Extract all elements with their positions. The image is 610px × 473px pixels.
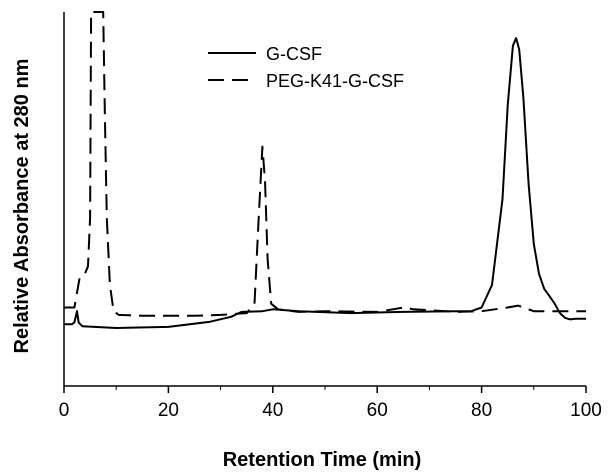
- axes-layer: 0 20 40 60 80 100: [59, 12, 602, 421]
- x-tick-label: 0: [59, 400, 70, 421]
- series-line-peg-k41-g-csf: [64, 11, 586, 317]
- y-axis-label: Relative Absorbance at 280 nm: [11, 59, 33, 354]
- series-layer: [64, 11, 586, 329]
- legend-label-g-csf: G-CSF: [266, 44, 322, 64]
- x-tick-label: 100: [570, 400, 602, 421]
- series-line-g-csf: [64, 37, 586, 329]
- x-tick-label: 60: [367, 400, 388, 421]
- x-axis-label: Retention Time (min): [223, 449, 422, 471]
- legend-label-peg-k41-g-csf: PEG-K41-G-CSF: [266, 71, 404, 91]
- x-tick-label: 40: [262, 400, 283, 421]
- x-tick-label: 20: [158, 400, 179, 421]
- legend: G-CSF PEG-K41-G-CSF: [208, 44, 404, 91]
- x-tick-label: 80: [471, 400, 492, 421]
